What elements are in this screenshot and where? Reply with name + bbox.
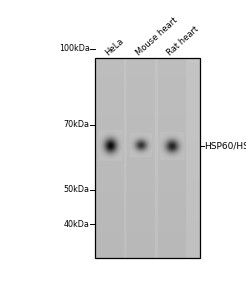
Text: HSP60/HSPD1: HSP60/HSPD1: [204, 141, 246, 150]
Text: Rat heart: Rat heart: [166, 24, 201, 57]
Text: 50kDa: 50kDa: [63, 185, 90, 194]
Text: 100kDa: 100kDa: [59, 44, 90, 53]
Text: 70kDa: 70kDa: [63, 120, 90, 129]
Text: HeLa: HeLa: [104, 36, 126, 57]
Text: 40kDa: 40kDa: [64, 220, 90, 229]
Bar: [95, 58, 200, 258]
Text: Mouse heart: Mouse heart: [134, 15, 179, 57]
